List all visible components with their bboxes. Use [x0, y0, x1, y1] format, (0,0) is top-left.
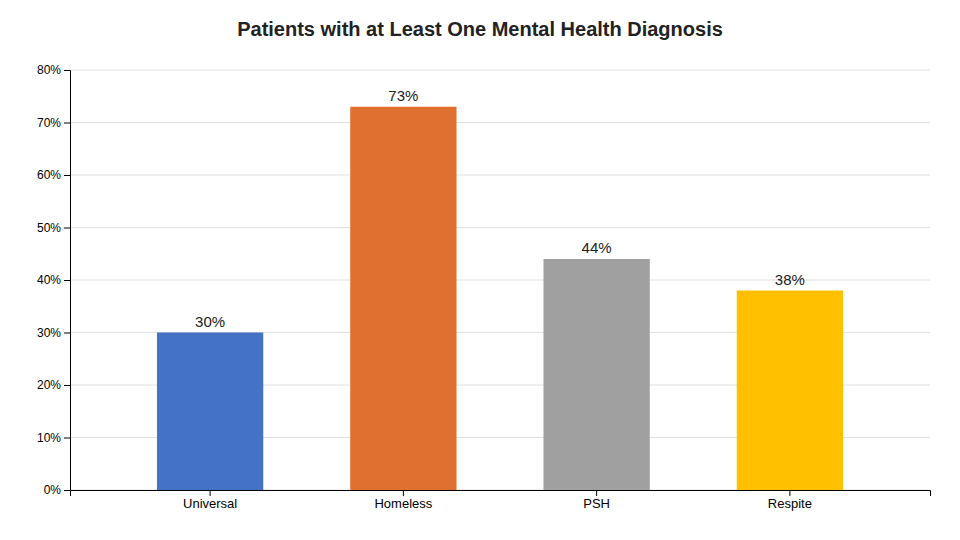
tick-label: Respite — [768, 496, 812, 511]
chart: Patients with at Least One Mental Health… — [0, 0, 960, 540]
tick-label: Homeless — [374, 496, 432, 511]
tick-mark — [64, 490, 70, 491]
tick-label: Universal — [183, 496, 237, 511]
tick: PSH — [583, 490, 610, 511]
tick-mark — [64, 175, 70, 176]
tick: 20% — [37, 378, 70, 392]
x-axis: Universal Homeless PSH Respite — [71, 490, 931, 511]
tick-mark — [789, 490, 790, 496]
plot: 0% 10% 20% 30% 40% 50% 60% 70% 80% Universal Homel… — [37, 63, 931, 511]
tick-label: 30% — [37, 326, 61, 340]
bar — [157, 333, 263, 491]
grid — [70, 70, 930, 490]
tick-label: 0% — [44, 483, 62, 497]
title: Patients with at Least One Mental Health… — [237, 18, 723, 40]
tick: 10% — [37, 431, 70, 445]
grid-line — [70, 122, 930, 123]
axis-line — [64, 71, 71, 491]
tick-label: 60% — [37, 168, 61, 182]
tick-mark — [64, 280, 70, 281]
tick-mark — [64, 123, 70, 124]
tick: 50% — [37, 221, 70, 235]
tick-mark — [64, 70, 70, 71]
tick-mark — [64, 385, 70, 386]
data-label: 73% — [388, 87, 418, 104]
tick: Universal — [183, 490, 237, 511]
tick-label: 50% — [37, 221, 61, 235]
tick-label: PSH — [583, 496, 610, 511]
bar — [543, 259, 649, 490]
tick: Respite — [768, 490, 812, 511]
y-axis: 0% 10% 20% 30% 40% 50% 60% 70% 80% — [37, 63, 71, 497]
data-label: 38% — [775, 271, 805, 288]
tick: 60% — [37, 168, 70, 182]
grid-line — [70, 70, 930, 71]
tick-mark — [596, 490, 597, 496]
tick-label: 70% — [37, 116, 61, 130]
grid-line — [70, 175, 930, 176]
axis-line — [71, 491, 931, 497]
bar — [737, 291, 843, 491]
tick: 40% — [37, 273, 70, 287]
tick-mark — [64, 333, 70, 334]
data-label: 44% — [582, 239, 612, 256]
tick-label: 80% — [37, 63, 61, 77]
tick-mark — [210, 490, 211, 496]
tick: 0% — [44, 483, 70, 497]
data-label: 30% — [195, 313, 225, 330]
tick-label: 40% — [37, 273, 61, 287]
tick: 70% — [37, 116, 70, 130]
tick: Homeless — [374, 490, 432, 511]
bar — [350, 107, 456, 490]
chart-container: Patients with at Least One Mental Health… — [0, 0, 960, 540]
tick-label: 20% — [37, 378, 61, 392]
tick-mark — [64, 228, 70, 229]
data-labels: 30% 73% 44% 38% — [195, 87, 805, 330]
grid-line — [70, 227, 930, 228]
bars — [157, 107, 843, 490]
tick-mark — [403, 490, 404, 496]
tick: 30% — [37, 326, 70, 340]
tick-label: 10% — [37, 431, 61, 445]
tick: 80% — [37, 63, 70, 77]
tick-mark — [64, 438, 70, 439]
